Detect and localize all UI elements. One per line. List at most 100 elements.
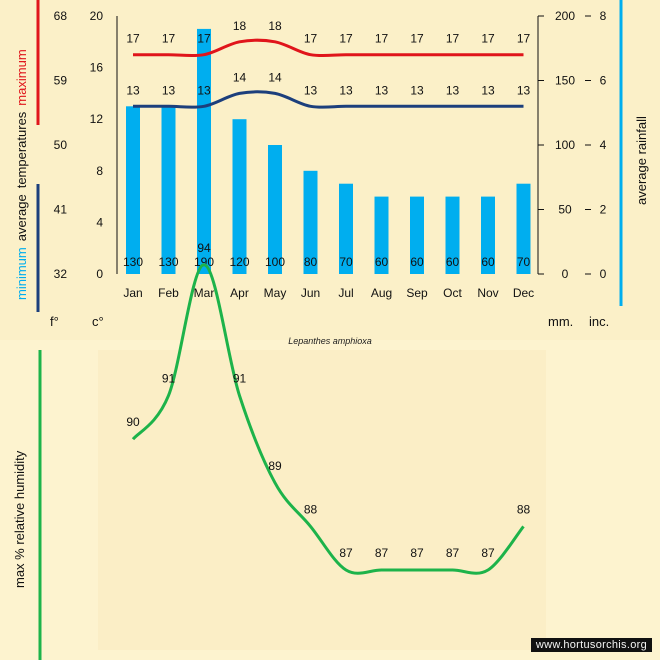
max-value-apr: 18 — [233, 19, 247, 33]
rain-bar-may — [268, 145, 282, 274]
humidity-panel — [98, 350, 546, 650]
humidity-value-aug: 87 — [375, 546, 389, 560]
min-value-aug: 13 — [375, 83, 389, 97]
min-value-jul: 13 — [339, 83, 353, 97]
rain-value-feb: 130 — [158, 255, 178, 269]
celsius-tick: 20 — [90, 9, 104, 23]
month-feb: Feb — [158, 286, 179, 300]
max-value-jul: 17 — [339, 32, 353, 46]
inch-tick: 4 — [600, 138, 607, 152]
celsius-tick: 16 — [90, 61, 104, 75]
humidity-value-nov: 87 — [481, 546, 495, 560]
max-value-may: 18 — [268, 19, 282, 33]
max-value-sep: 17 — [410, 32, 424, 46]
unit-fahrenheit: f° — [50, 314, 59, 329]
min-value-apr: 14 — [233, 70, 247, 84]
humidity-value-jul: 87 — [339, 546, 353, 560]
celsius-tick: 4 — [96, 215, 103, 229]
rain-value-apr: 120 — [229, 255, 249, 269]
rain-bar-dec — [516, 183, 531, 274]
max-value-jan: 17 — [126, 32, 140, 46]
max-value-feb: 17 — [162, 32, 176, 46]
humidity-line: 90 91 94 91 89 88 87 87 87 87 87 88 — [126, 241, 531, 575]
month-may: May — [264, 286, 287, 300]
mm-tick: 150 — [555, 74, 575, 88]
max-value-jun: 17 — [304, 32, 318, 46]
rain-bar-labels: 130 130 190 120 100 80 70 60 60 60 60 70 — [123, 255, 531, 269]
celsius-tick: 8 — [96, 164, 103, 178]
rainfall-vertical-label: average rainfall — [634, 116, 649, 205]
month-nov: Nov — [477, 286, 498, 300]
rain-value-jun: 80 — [304, 255, 318, 269]
max-value-oct: 17 — [446, 32, 460, 46]
humidity-vertical-label: max % relative humidity — [12, 450, 27, 588]
unit-inches: inc. — [589, 314, 609, 329]
rain-value-jul: 70 — [339, 255, 353, 269]
rain-bars — [126, 28, 531, 275]
min-value-feb: 13 — [162, 83, 176, 97]
mm-tick: 200 — [555, 9, 575, 23]
max-value-dec: 17 — [517, 32, 531, 46]
site-credit: www.hortusorchis.org — [530, 638, 652, 652]
rain-bar-jun — [303, 170, 318, 274]
humidity-value-sep: 87 — [410, 546, 424, 560]
rain-value-mar: 190 — [194, 255, 214, 269]
min-temperature-line — [132, 90, 524, 109]
max-value-mar: 17 — [197, 32, 211, 46]
left-vertical-label: minimumaveragetemperaturesmaximum — [14, 49, 29, 300]
month-dec: Dec — [513, 286, 534, 300]
month-jul: Jul — [338, 286, 353, 300]
inch-tick: 2 — [600, 203, 607, 217]
rain-bar-apr — [232, 119, 247, 274]
month-jan: Jan — [123, 286, 142, 300]
month-sep: Sep — [406, 286, 428, 300]
min-value-dec: 13 — [517, 83, 531, 97]
humidity-value-feb: 91 — [162, 372, 176, 386]
min-value-sep: 13 — [410, 83, 424, 97]
humidity-value-may: 89 — [268, 459, 282, 473]
temperature-labels: 17 17 17 18 18 17 17 17 17 17 17 17 13 13 13 14 14 13 13 13… — [126, 19, 530, 98]
month-labels: Jan Feb Mar Apr May Jun Jul Aug Sep Oct Nov Dec — [123, 286, 534, 300]
rain-value-oct: 60 — [446, 255, 460, 269]
rain-bar-oct — [445, 196, 460, 274]
mm-tick: 50 — [558, 203, 572, 217]
rain-value-may: 100 — [265, 255, 285, 269]
max-value-aug: 17 — [375, 32, 389, 46]
month-aug: Aug — [371, 286, 392, 300]
species-name: Lepanthes amphioxa — [288, 336, 372, 346]
humidity-value-jan: 90 — [126, 415, 140, 429]
inch-tick: 8 — [600, 9, 607, 23]
rain-bar-jan — [126, 106, 140, 274]
fahrenheit-tick: 41 — [54, 203, 68, 217]
month-mar: Mar — [194, 286, 215, 300]
unit-mm: mm. — [548, 314, 573, 329]
fahrenheit-tick: 32 — [54, 267, 68, 281]
min-value-jun: 13 — [304, 83, 318, 97]
min-value-may: 14 — [268, 70, 282, 84]
humidity-value-apr: 91 — [233, 372, 247, 386]
rain-value-sep: 60 — [410, 255, 424, 269]
min-value-oct: 13 — [446, 83, 460, 97]
unit-celsius: c° — [92, 314, 104, 329]
celsius-tick: 12 — [90, 112, 104, 126]
min-value-jan: 13 — [126, 83, 140, 97]
rain-bar-sep — [410, 196, 424, 274]
min-value-nov: 13 — [481, 83, 495, 97]
rain-bar-aug — [374, 196, 389, 274]
max-value-nov: 17 — [481, 32, 495, 46]
humidity-value-jun: 88 — [304, 502, 318, 516]
month-oct: Oct — [443, 286, 462, 300]
month-jun: Jun — [301, 286, 320, 300]
month-apr: Apr — [230, 286, 249, 300]
max-temperature-line — [133, 38, 524, 58]
humidity-value-dec: 88 — [517, 502, 531, 516]
rain-bar-jul — [339, 183, 353, 274]
min-value-mar: 13 — [197, 83, 211, 97]
temperature-lines — [132, 38, 524, 109]
fahrenheit-tick: 68 — [54, 9, 68, 23]
celsius-tick: 0 — [96, 267, 103, 281]
humidity-value-oct: 87 — [446, 546, 460, 560]
humidity-value-mar: 94 — [197, 241, 211, 255]
